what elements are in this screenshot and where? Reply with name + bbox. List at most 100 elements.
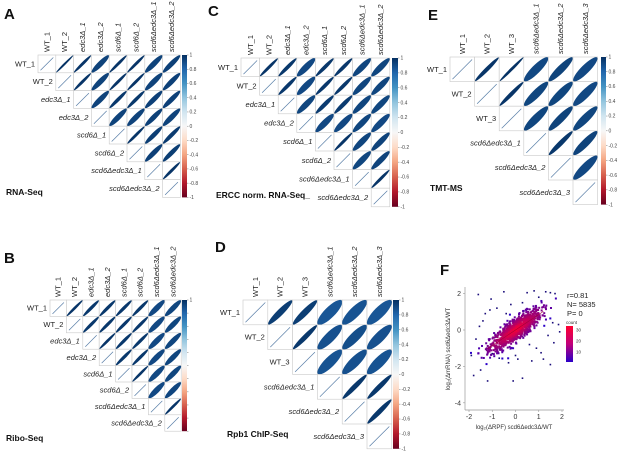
correlation-ellipse bbox=[352, 95, 372, 114]
data-point bbox=[554, 297, 557, 300]
correlation-ellipse bbox=[132, 300, 149, 317]
correlation-ellipse bbox=[342, 299, 368, 325]
data-point bbox=[522, 328, 525, 331]
data-point bbox=[507, 357, 510, 360]
data-point bbox=[507, 326, 510, 329]
correlation-ellipse bbox=[144, 108, 163, 127]
correlation-ellipse bbox=[148, 300, 165, 317]
row-label: scd6Δedc3Δ_1 bbox=[95, 402, 146, 411]
data-point bbox=[537, 308, 540, 311]
data-point bbox=[526, 308, 529, 311]
data-point bbox=[526, 323, 529, 326]
data-point bbox=[523, 323, 526, 326]
correlation-ellipse bbox=[548, 81, 573, 107]
data-point bbox=[522, 312, 525, 315]
diagonal-line bbox=[526, 133, 547, 154]
data-point bbox=[508, 326, 511, 329]
data-point bbox=[514, 334, 517, 337]
data-point bbox=[544, 318, 547, 321]
panel-c-ercc-rna-seq-correlation: ERCC norm. RNA-Seq_ WT_1 WT_2 edc3Δ_1 edc3Δ_… bbox=[216, 4, 409, 211]
data-point bbox=[505, 341, 508, 344]
data-point bbox=[515, 329, 518, 332]
data-point bbox=[498, 330, 501, 333]
correlation-ellipse bbox=[109, 108, 127, 127]
count-colorbar bbox=[566, 326, 573, 362]
row-label: edc3Δ_1 bbox=[41, 95, 71, 104]
data-point bbox=[513, 326, 516, 329]
data-point bbox=[485, 363, 488, 366]
data-point bbox=[512, 323, 515, 326]
data-point bbox=[511, 338, 514, 341]
diagonal-line bbox=[373, 190, 388, 205]
data-point bbox=[515, 326, 518, 329]
data-point bbox=[527, 321, 530, 324]
correlation-ellipse bbox=[127, 73, 145, 91]
row-label: WT_1 bbox=[15, 59, 35, 68]
correlation-ellipse bbox=[352, 151, 372, 170]
data-point bbox=[532, 324, 535, 327]
column-label: scd6Δedc3Δ_1 bbox=[325, 246, 334, 297]
y-tick-label: -2 bbox=[455, 364, 461, 371]
data-point bbox=[514, 323, 517, 326]
data-point bbox=[509, 331, 512, 334]
data-point bbox=[529, 311, 532, 314]
data-point bbox=[523, 330, 526, 333]
row-label: scd6Δedc3Δ_1 bbox=[470, 139, 521, 148]
data-point bbox=[525, 328, 528, 331]
row-label: scd6Δ_1 bbox=[83, 369, 112, 378]
data-point bbox=[533, 318, 536, 321]
panel-e-tmt-ms-correlation: TMT-MS WT_1 WT_2 WT_3 scd6Δedc3Δ_1 scd6Δedc3Δ… bbox=[427, 3, 617, 209]
outlier-point bbox=[521, 301, 524, 304]
correlation-ellipse bbox=[371, 132, 390, 151]
outlier-point bbox=[486, 380, 489, 382]
diagonal-line bbox=[336, 153, 351, 168]
data-point bbox=[525, 332, 528, 335]
correlation-ellipse bbox=[127, 126, 145, 144]
data-point bbox=[496, 336, 499, 339]
stat-p: P= 0 bbox=[567, 309, 583, 318]
data-point bbox=[485, 349, 488, 352]
column-label: scd6Δedc3Δ_2 bbox=[556, 3, 565, 54]
data-point bbox=[494, 339, 497, 342]
diagonal-line bbox=[147, 164, 161, 178]
outlier-point bbox=[472, 374, 475, 377]
data-point bbox=[490, 353, 493, 356]
data-point bbox=[507, 329, 510, 332]
data-point bbox=[490, 349, 493, 352]
colorbar-tick-label: -0.2 bbox=[609, 143, 617, 149]
outlier-point bbox=[491, 352, 494, 355]
data-point bbox=[485, 347, 488, 350]
diagonal-line bbox=[40, 57, 54, 71]
data-point bbox=[514, 325, 517, 328]
correlation-ellipse bbox=[56, 55, 74, 73]
data-point bbox=[527, 331, 530, 334]
correlation-ellipse bbox=[315, 113, 334, 133]
diagonal-line bbox=[317, 134, 332, 149]
data-point bbox=[525, 311, 528, 314]
data-point bbox=[516, 332, 519, 335]
correlation-ellipse bbox=[499, 81, 524, 106]
panel-title: TMT-MS bbox=[430, 183, 463, 193]
correlation-ellipse bbox=[127, 108, 145, 127]
data-point bbox=[511, 325, 514, 328]
data-point bbox=[515, 323, 518, 326]
colorbar-tick-label: 1 bbox=[402, 298, 405, 304]
data-point bbox=[531, 316, 534, 319]
correlation-ellipse bbox=[144, 55, 163, 73]
data-point bbox=[518, 324, 521, 327]
correlation-ellipse bbox=[132, 349, 149, 366]
correlation-ellipse bbox=[371, 151, 390, 170]
data-point bbox=[516, 336, 519, 339]
correlation-ellipse bbox=[127, 90, 145, 109]
data-point bbox=[489, 343, 492, 346]
correlation-ellipse bbox=[109, 73, 127, 91]
column-label: WT_1 bbox=[54, 277, 63, 297]
diagonal-line bbox=[299, 116, 314, 131]
correlation-ellipse bbox=[162, 126, 181, 144]
data-point bbox=[540, 309, 543, 312]
correlation-ellipse bbox=[342, 349, 368, 375]
outlier-point bbox=[542, 358, 545, 360]
data-point bbox=[517, 322, 520, 325]
data-point bbox=[496, 334, 499, 337]
correlation-ellipse bbox=[164, 332, 182, 350]
